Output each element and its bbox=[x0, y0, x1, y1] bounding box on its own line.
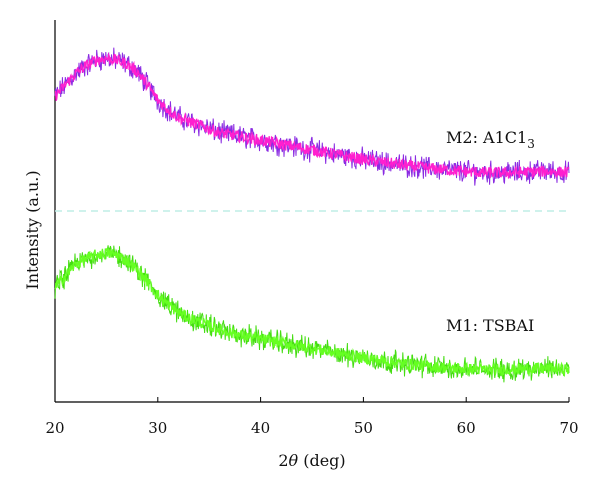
series-layer bbox=[54, 47, 570, 383]
x-ticks: 20 30 40 50 60 70 bbox=[45, 397, 579, 437]
x-axis-label: 2θ (deg) bbox=[278, 451, 345, 470]
y-axis-label: Intensity (a.u.) bbox=[23, 170, 42, 289]
series-band-1 bbox=[54, 247, 570, 378]
series-band-0 bbox=[54, 52, 570, 180]
x-tick-label: 50 bbox=[354, 419, 373, 437]
x-tick-label: 20 bbox=[45, 419, 64, 437]
x-tick-label: 70 bbox=[559, 419, 578, 437]
x-tick-label: 60 bbox=[457, 419, 476, 437]
series-label-m2: M2: A1C13 bbox=[446, 128, 535, 151]
series-label-m1: M1: TSBAI bbox=[446, 316, 534, 335]
x-tick-label: 40 bbox=[251, 419, 270, 437]
x-tick-label: 30 bbox=[148, 419, 167, 437]
